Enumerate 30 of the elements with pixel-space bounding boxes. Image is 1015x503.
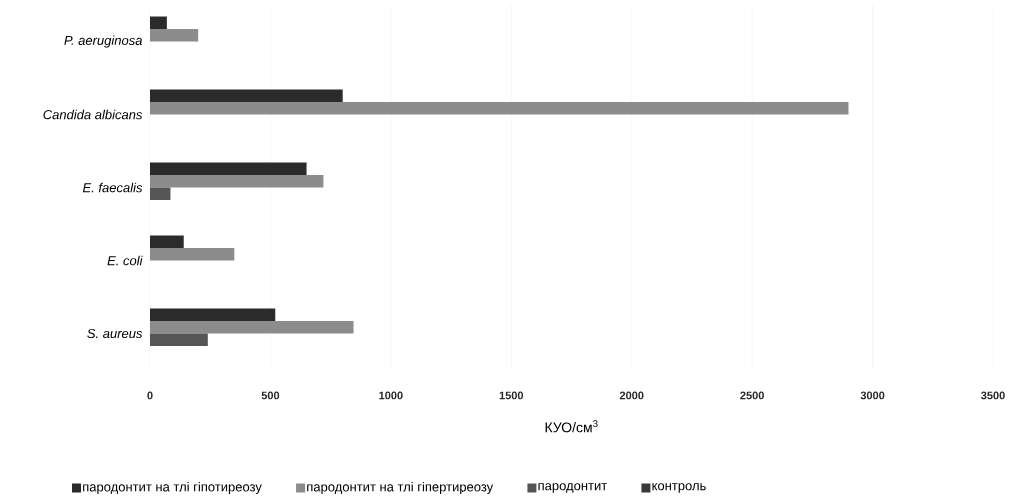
y-tick-label: P. aeruginosa [64,35,143,48]
bar [150,29,199,42]
bar [150,235,184,248]
x-tick-label: 3000 [860,391,885,400]
x-tick-label: 3500 [981,391,1005,400]
legend-label: пародонтит на тлі гіпертиреозу [307,481,494,495]
x-axis-title: КУО/см$^{3}$ [545,420,598,433]
x-tick-label: 0 [147,391,153,400]
bar [150,16,167,29]
y-tick-label: S. aureus [87,328,143,339]
bar [150,102,849,115]
legend-label: контроль [652,483,706,493]
bar [150,162,307,175]
bar [150,333,208,346]
x-tick-label: 500 [261,391,280,400]
x-tick-label: 1500 [499,391,524,400]
y-tick-label: E. coli [107,255,143,266]
bar [150,89,343,102]
x-tick-label: 1000 [379,391,403,400]
bar [150,175,324,188]
y-tick-label: Candida albicans [43,109,143,120]
bar [150,321,354,334]
legend-label: пародонтит [538,483,607,493]
bar [150,308,276,321]
x-tick-label: 2500 [740,391,764,400]
bar [150,187,171,200]
legend-label: пародонтит на тлі гіпотиреозу [83,481,262,495]
bar [150,248,235,261]
x-tick-label: 2000 [619,391,644,400]
y-tick-label: E. faecalis [82,182,143,193]
